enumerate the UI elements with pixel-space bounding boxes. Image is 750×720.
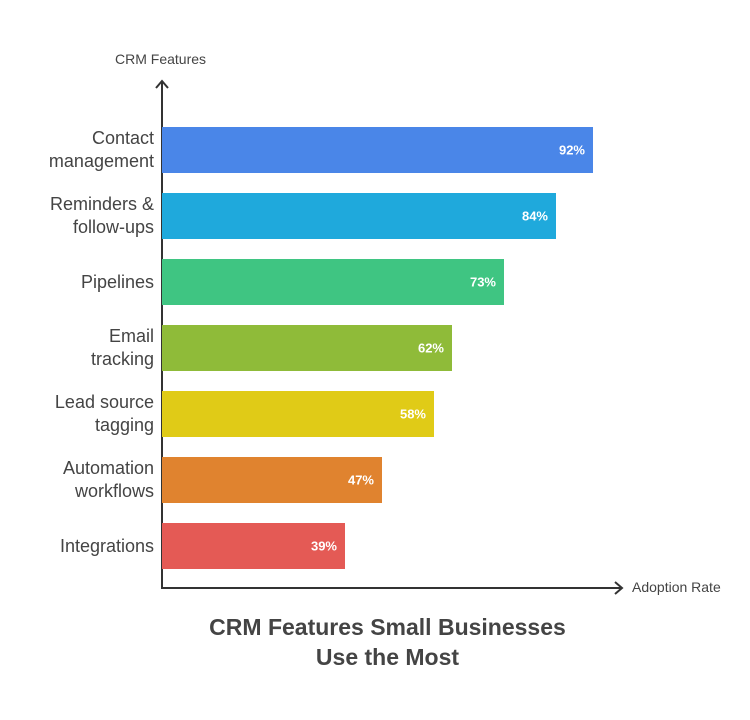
category-label-line: Reminders & bbox=[49, 194, 154, 214]
x-axis-title: Adoption Rate bbox=[632, 579, 721, 595]
category-label: Reminders & follow-ups bbox=[0, 193, 154, 239]
category-label-line: Pipelines bbox=[80, 271, 154, 292]
bar-value-label: 47% bbox=[347, 472, 374, 488]
category-label: Lead source tagging bbox=[0, 391, 154, 437]
chart-title-line-2: Use the Most bbox=[315, 644, 460, 670]
category-label: Contact management bbox=[0, 127, 154, 173]
category-label-line: tracking bbox=[90, 349, 154, 369]
category-label-line: tagging bbox=[94, 415, 154, 435]
bar: 47% bbox=[162, 457, 382, 503]
bar: 73% bbox=[162, 259, 504, 305]
bar-value-label: 92% bbox=[558, 142, 585, 158]
category-label-line: Integrations bbox=[59, 535, 154, 556]
category-label: Integrations bbox=[0, 535, 154, 558]
bar: 84% bbox=[162, 193, 556, 239]
category-label-line: management bbox=[48, 151, 154, 171]
y-axis-title: CRM Features bbox=[115, 51, 207, 67]
category-label: Automation workflows bbox=[0, 457, 154, 503]
category-label-line: Contact bbox=[91, 128, 154, 148]
x-axis-arrow-icon bbox=[614, 581, 624, 595]
bar: 58% bbox=[162, 391, 434, 437]
y-axis-arrow-icon bbox=[155, 79, 169, 89]
chart-title: CRM Features Small Businesses Use the Mo… bbox=[0, 612, 750, 672]
bar-value-label: 73% bbox=[469, 274, 496, 290]
category-label-line: Lead source bbox=[54, 392, 154, 412]
bar: 39% bbox=[162, 523, 345, 569]
chart-title-line-1: CRM Features Small Businesses bbox=[209, 614, 566, 640]
bar-value-label: 58% bbox=[399, 406, 426, 422]
bar-value-label: 62% bbox=[417, 340, 444, 356]
bar-value-label: 39% bbox=[310, 538, 337, 554]
category-label-line: Automation bbox=[62, 458, 154, 478]
category-label: Email tracking bbox=[0, 325, 154, 371]
category-label-line: Email bbox=[108, 326, 154, 346]
category-label-line: workflows bbox=[74, 481, 154, 501]
category-label: Pipelines bbox=[0, 271, 154, 294]
bar: 92% bbox=[162, 127, 593, 173]
bar-value-label: 84% bbox=[521, 208, 548, 224]
bar: 62% bbox=[162, 325, 452, 371]
category-label-line: follow-ups bbox=[72, 217, 154, 237]
